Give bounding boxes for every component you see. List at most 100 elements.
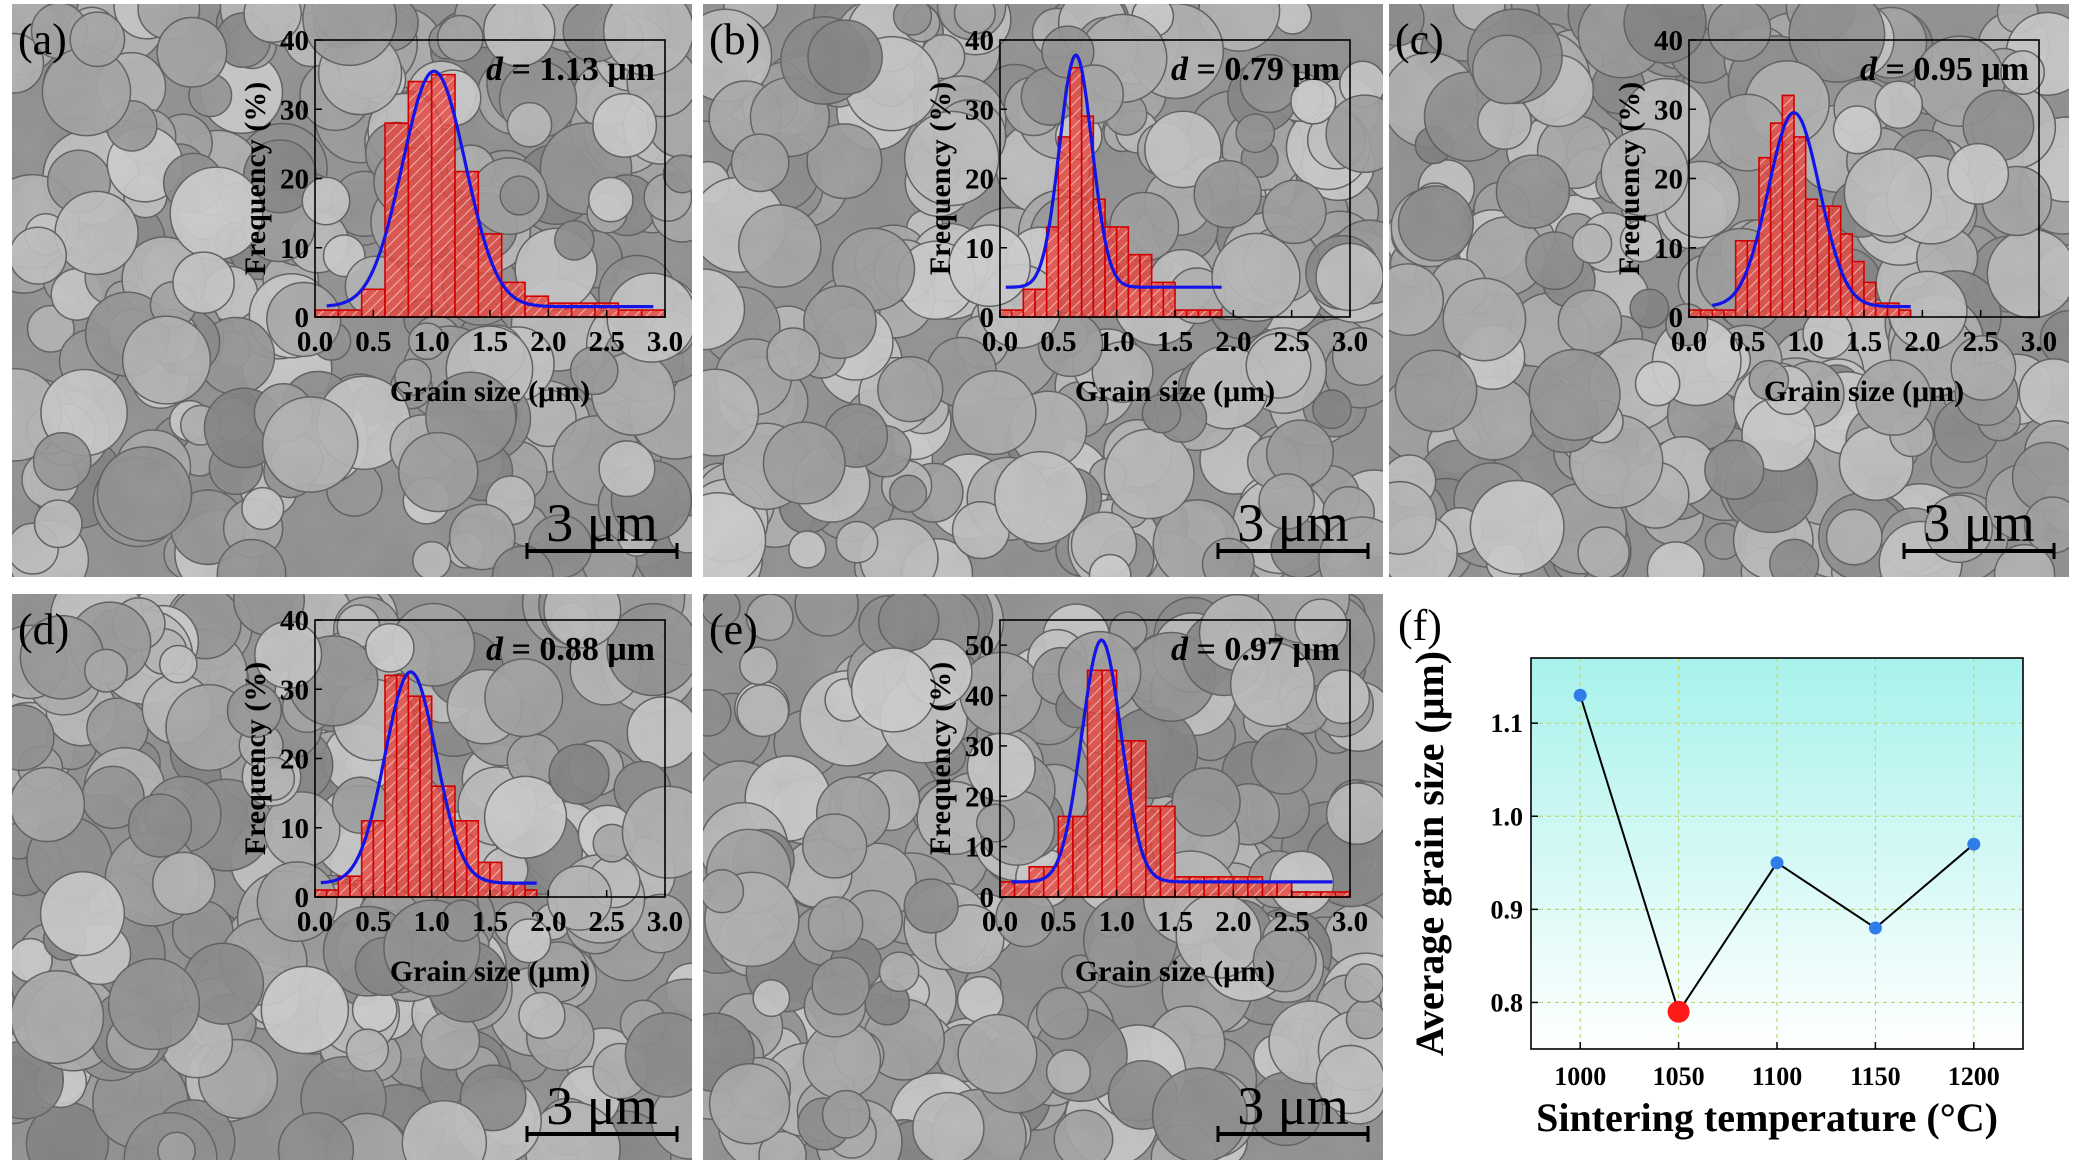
- x-tick-label: 3.0: [647, 326, 683, 358]
- x-tick-label: 2.0: [530, 326, 566, 358]
- x-tick-label: 3.0: [1332, 326, 1368, 358]
- histogram-bar: [1203, 876, 1220, 898]
- x-tick-label: 1.0: [1099, 326, 1135, 358]
- mean-grain-size-annotation: d = 0.79 μm: [1171, 51, 1340, 88]
- histogram-bar: [1045, 226, 1060, 318]
- y-axis-label: Frequency (%): [924, 662, 957, 856]
- y-tick-label: 0: [295, 302, 310, 334]
- histogram-bar: [1115, 226, 1130, 318]
- y-tick-label: 20: [280, 164, 309, 196]
- mean-grain-size-annotation: d = 0.88 μm: [486, 631, 655, 668]
- y-tick-label: 30: [280, 674, 309, 706]
- histogram-bar: [1276, 881, 1293, 898]
- histogram-bar: [500, 882, 515, 898]
- x-tick-label: 2.5: [589, 326, 625, 358]
- histogram-bar: [325, 889, 340, 898]
- histogram-bar: [1185, 309, 1200, 318]
- panel-label: (f): [1398, 601, 1442, 650]
- y-tick-label: 20: [1654, 164, 1683, 196]
- histogram-bar: [314, 309, 340, 318]
- y-tick-label: 20: [965, 781, 994, 813]
- x-tick-label: 0.0: [297, 326, 333, 358]
- mean-grain-size-annotation: d = 0.95 μm: [1860, 51, 2029, 88]
- gaussian-fit-line: [1711, 111, 1911, 309]
- histogram-bar: [1086, 669, 1103, 898]
- gaussian-fit-line: [326, 69, 654, 309]
- histogram-a: 0.0 0.5 1.0 1.5 2.0 2.5 3.0 0 10 20 30 40 Grain size…: [239, 25, 683, 408]
- histogram-bar: [1863, 281, 1877, 318]
- data-point: [1770, 856, 1784, 870]
- histogram-bar: [1188, 876, 1205, 898]
- y-tick-label: 30: [965, 94, 994, 126]
- sem-panel-c: (c) 3 μm: [1389, 4, 2069, 577]
- histogram-bar: [617, 309, 643, 318]
- histogram-b: 0.0 0.5 1.0 1.5 2.0 2.5 3.0 0 10 20 30 40 Grain size…: [924, 25, 1368, 408]
- x-tick-label: 2.5: [1274, 906, 1310, 938]
- y-tick-label: 40: [965, 681, 994, 713]
- x-tick-label: 1.5: [1846, 326, 1882, 358]
- histogram-bar: [1069, 66, 1083, 318]
- histogram-bar: [1057, 136, 1071, 318]
- histogram-bar: [337, 309, 363, 318]
- histogram-bar: [999, 309, 1013, 318]
- x-tick-label: 1.0: [414, 326, 450, 358]
- gaussian-fit-line: [320, 670, 537, 885]
- x-tick-label: 1.0: [414, 906, 450, 938]
- x-tick-label: 1.5: [1157, 906, 1193, 938]
- histogram-bar: [314, 889, 328, 898]
- histogram-bar: [999, 881, 1016, 898]
- x-axis-label: Grain size (μm): [390, 375, 590, 408]
- histogram-bar: [1034, 288, 1048, 318]
- histogram-bar: [1217, 876, 1235, 898]
- x-axis-label: Grain size (μm): [1075, 955, 1275, 988]
- histogram-bar: [1174, 876, 1191, 898]
- histogram-bar: [512, 882, 526, 898]
- histogram-bar: [1699, 309, 1714, 318]
- scale-bar-label: 3 μm: [1237, 1076, 1348, 1136]
- data-point: [1868, 921, 1882, 935]
- histogram-bar: [1723, 309, 1737, 318]
- x-tick-label: 0.5: [355, 906, 391, 938]
- y-tick-label: 20: [280, 744, 309, 776]
- x-tick-label: 0.5: [1040, 326, 1076, 358]
- x-tick-label: 2.0: [1904, 326, 1940, 358]
- histogram-bar: [465, 820, 480, 898]
- x-tick-label: 1000: [1554, 1062, 1606, 1091]
- x-tick-label: 2.0: [1215, 906, 1251, 938]
- histogram-bar: [1145, 805, 1162, 898]
- histogram-bar: [640, 309, 666, 318]
- x-axis-label: Grain size (μm): [1075, 375, 1275, 408]
- y-tick-label: 10: [1654, 233, 1683, 265]
- mean-grain-size-annotation: d = 1.13 μm: [486, 51, 655, 88]
- y-axis-label: Average grain size (μm): [1407, 651, 1452, 1056]
- y-tick-label: 10: [965, 233, 994, 265]
- histogram-bar: [1010, 309, 1025, 318]
- panel-label: (a): [18, 15, 67, 64]
- data-point: [1573, 688, 1587, 702]
- histogram-bar: [1209, 309, 1223, 318]
- y-tick-label: 1.0: [1491, 802, 1524, 831]
- scale-bar-label: 3 μm: [1923, 493, 2034, 553]
- y-tick-label: 40: [965, 25, 994, 57]
- histogram-bar: [1101, 669, 1118, 898]
- histogram-bar: [1261, 881, 1278, 898]
- panel-label: (b): [709, 15, 760, 64]
- x-axis-label: Grain size (μm): [1764, 375, 1964, 408]
- y-tick-label: 0.9: [1491, 895, 1524, 924]
- histogram-bar: [1232, 876, 1249, 898]
- histogram-bar: [524, 889, 538, 898]
- x-tick-label: 1.5: [472, 326, 508, 358]
- x-tick-label: 1.5: [1157, 326, 1193, 358]
- x-tick-label: 3.0: [1332, 906, 1368, 938]
- x-tick-label: 3.0: [2021, 326, 2057, 358]
- x-axis-label: Grain size (μm): [390, 955, 590, 988]
- y-tick-label: 0: [980, 302, 995, 334]
- x-tick-label: 1050: [1653, 1062, 1705, 1091]
- y-axis-label: Frequency (%): [239, 82, 272, 276]
- histogram-d: 0.0 0.5 1.0 1.5 2.0 2.5 3.0 0 10 20 30 40 Grain size…: [239, 605, 683, 988]
- x-tick-label: 1150: [1850, 1062, 1901, 1091]
- histogram-bar: [1734, 240, 1749, 318]
- histogram-bar: [407, 695, 421, 898]
- y-tick-label: 30: [280, 94, 309, 126]
- y-tick-label: 10: [965, 832, 994, 864]
